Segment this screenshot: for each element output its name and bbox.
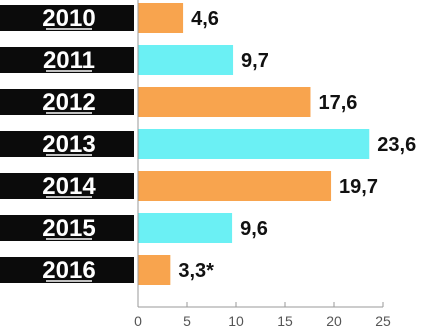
category-label: 2012 bbox=[42, 89, 95, 116]
value-label: 4,6 bbox=[191, 8, 219, 30]
bar bbox=[138, 255, 171, 285]
value-label: 17,6 bbox=[318, 92, 357, 114]
value-label: 9,7 bbox=[241, 50, 269, 72]
category-label: 2016 bbox=[42, 257, 95, 284]
bar bbox=[138, 213, 233, 243]
bar bbox=[138, 3, 184, 33]
category-label-box bbox=[0, 131, 134, 157]
value-label: 19,7 bbox=[339, 176, 378, 198]
category-label: 2013 bbox=[42, 131, 95, 158]
category-label: 2010 bbox=[42, 5, 95, 32]
category-label-box bbox=[0, 173, 134, 199]
x-tick-label: 20 bbox=[326, 313, 342, 329]
x-tick-label: 0 bbox=[134, 313, 142, 329]
category-label-box bbox=[0, 215, 134, 241]
category-labels: 2010 2011 2012 2013 2014 2015 2016 bbox=[0, 5, 134, 284]
bars bbox=[138, 3, 370, 285]
x-tick-label: 15 bbox=[277, 313, 293, 329]
bar bbox=[138, 171, 332, 201]
x-tick-label: 25 bbox=[375, 313, 391, 329]
value-label: 3,3* bbox=[178, 260, 214, 282]
category-label-box bbox=[0, 5, 134, 31]
category-label-box bbox=[0, 89, 134, 115]
x-axis-ticks: 0 5 10 15 20 25 bbox=[134, 302, 391, 329]
category-label: 2014 bbox=[42, 173, 96, 200]
bar bbox=[138, 87, 311, 117]
bar bbox=[138, 129, 370, 159]
category-label: 2011 bbox=[43, 47, 95, 74]
x-tick-label: 5 bbox=[183, 313, 191, 329]
category-label-box bbox=[0, 47, 134, 73]
x-tick-label: 10 bbox=[228, 313, 244, 329]
category-label: 2015 bbox=[42, 215, 95, 242]
value-label: 9,6 bbox=[240, 218, 268, 240]
bar bbox=[138, 45, 234, 75]
value-label: 23,6 bbox=[377, 134, 416, 156]
category-label-box bbox=[0, 257, 134, 283]
value-labels: 4,6 9,7 17,6 23,6 19,7 9,6 3,3* bbox=[178, 8, 416, 282]
